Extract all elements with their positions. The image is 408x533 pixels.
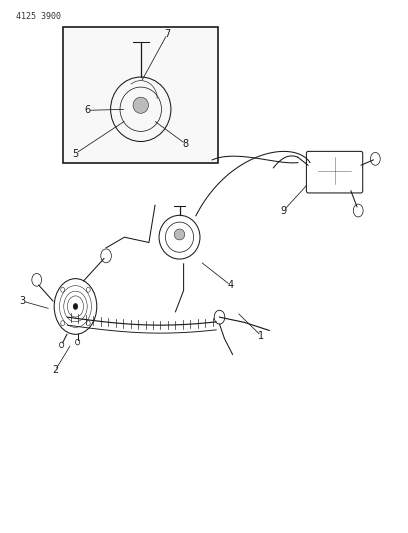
Ellipse shape [174,229,185,240]
Text: 2: 2 [52,366,58,375]
Text: 7: 7 [164,29,171,39]
Text: 6: 6 [84,106,91,115]
Text: 5: 5 [72,149,79,158]
Text: 3: 3 [19,296,26,306]
Ellipse shape [133,97,149,114]
Circle shape [73,303,78,310]
Text: 4125 3900: 4125 3900 [16,12,61,21]
Text: 8: 8 [182,139,189,149]
Text: 1: 1 [258,331,264,341]
Text: 9: 9 [280,206,287,215]
Bar [63,27,218,163]
Text: 4: 4 [227,280,234,290]
